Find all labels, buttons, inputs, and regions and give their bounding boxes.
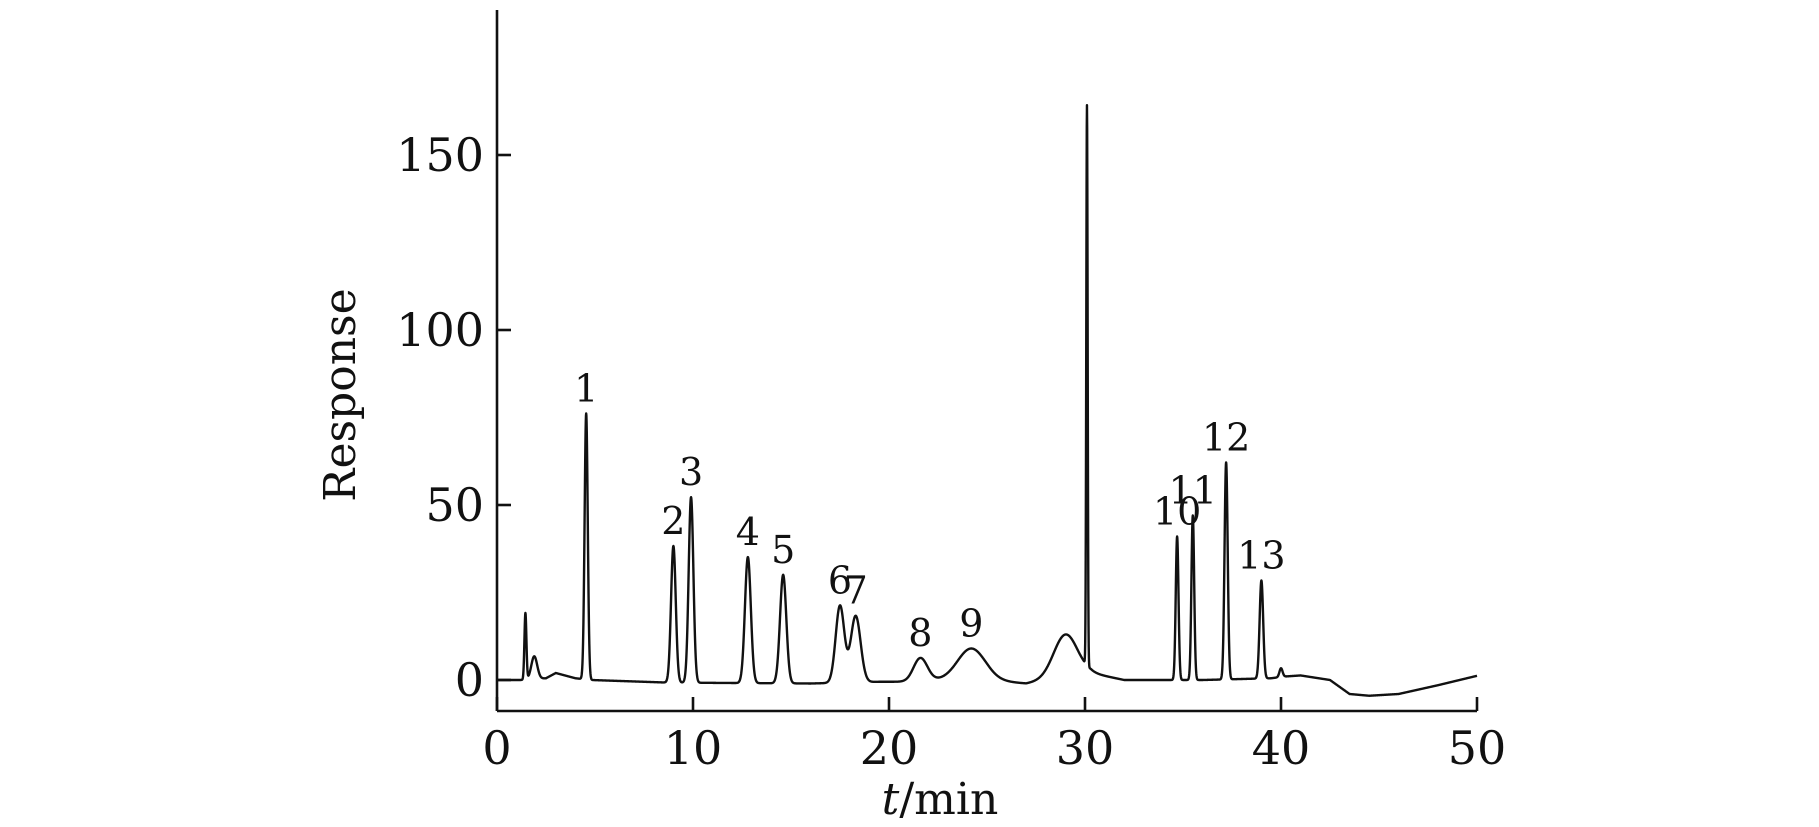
peak-label-10: 10: [1153, 490, 1201, 534]
peak-label-8: 8: [908, 611, 932, 655]
peak-label-2: 2: [661, 499, 685, 543]
x-axis-title: t/min: [882, 774, 999, 825]
peak-label-6: 6: [828, 558, 852, 602]
x-axis-title-unit: /min: [899, 774, 998, 825]
peak-label-1: 1: [574, 366, 598, 410]
ticks: [495, 153, 1479, 711]
peak-label-3: 3: [679, 450, 703, 494]
x-tick-label: 40: [1252, 721, 1311, 775]
x-tick-label: 50: [1448, 721, 1507, 775]
y-tick-label: 50: [425, 478, 484, 532]
x-axis-title-italic: t: [882, 774, 900, 825]
tick-labels: 0 10 20 30 40 50 0 50 100 150: [396, 128, 1506, 775]
x-tick-label: 0: [482, 721, 511, 775]
x-tick-label: 10: [664, 721, 723, 775]
peak-label-12: 12: [1202, 415, 1250, 459]
peak-label-11: 11: [1169, 469, 1217, 513]
y-axis-title: Response: [315, 288, 366, 501]
x-tick-label: 30: [1056, 721, 1115, 775]
peak-label-5: 5: [771, 528, 795, 572]
x-tick-label: 20: [860, 721, 919, 775]
y-tick-label: 0: [455, 653, 484, 707]
peak-label-4: 4: [736, 510, 760, 554]
peak-label-9: 9: [959, 602, 983, 646]
axes: [495, 10, 1477, 713]
peak-label-7: 7: [844, 569, 868, 613]
chromatogram-trace: [496, 103, 1478, 697]
y-tick-label: 100: [396, 303, 484, 357]
y-tick-label: 150: [396, 128, 484, 182]
peak-label-13: 13: [1237, 534, 1285, 578]
